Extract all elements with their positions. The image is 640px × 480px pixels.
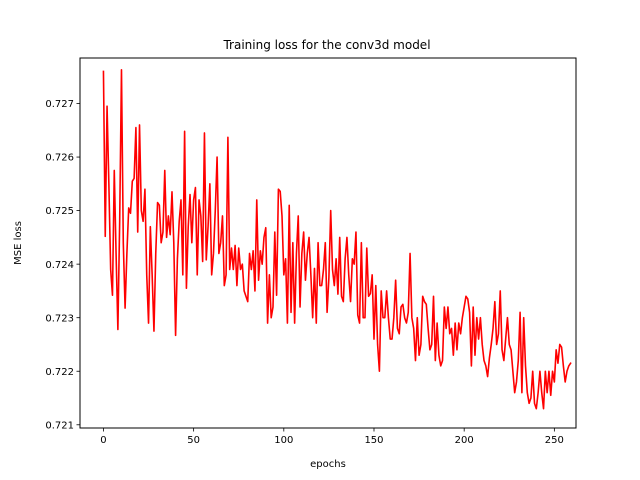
y-tick-label: 0.724 [45, 260, 74, 271]
y-tick-label: 0.723 [45, 313, 74, 324]
y-tick-label: 0.721 [45, 420, 74, 431]
y-tick-label: 0.725 [45, 206, 74, 217]
plot-frame [79, 57, 577, 429]
y-axis-label: MSE loss [13, 221, 24, 265]
chart-title: Training loss for the conv3d model [222, 38, 430, 52]
series-line-0 [102, 68, 572, 410]
plot-area [102, 68, 572, 410]
x-tick-label: 250 [545, 435, 564, 446]
x-tick-label: 50 [187, 435, 200, 446]
x-tick-label: 150 [364, 435, 383, 446]
y-tick-label: 0.726 [45, 153, 74, 164]
x-tick-label: 200 [455, 435, 474, 446]
x-tick-label: 100 [274, 435, 293, 446]
x-tick-label: 0 [100, 435, 106, 446]
x-axis-label: epochs [310, 459, 346, 470]
x-axis: 0 50 100 150 200 250 [100, 428, 564, 446]
y-axis: 0.721 0.722 0.723 0.724 0.725 0.726 0.727 [45, 99, 80, 431]
y-tick-label: 0.722 [45, 367, 74, 378]
y-tick-label: 0.727 [45, 99, 74, 110]
